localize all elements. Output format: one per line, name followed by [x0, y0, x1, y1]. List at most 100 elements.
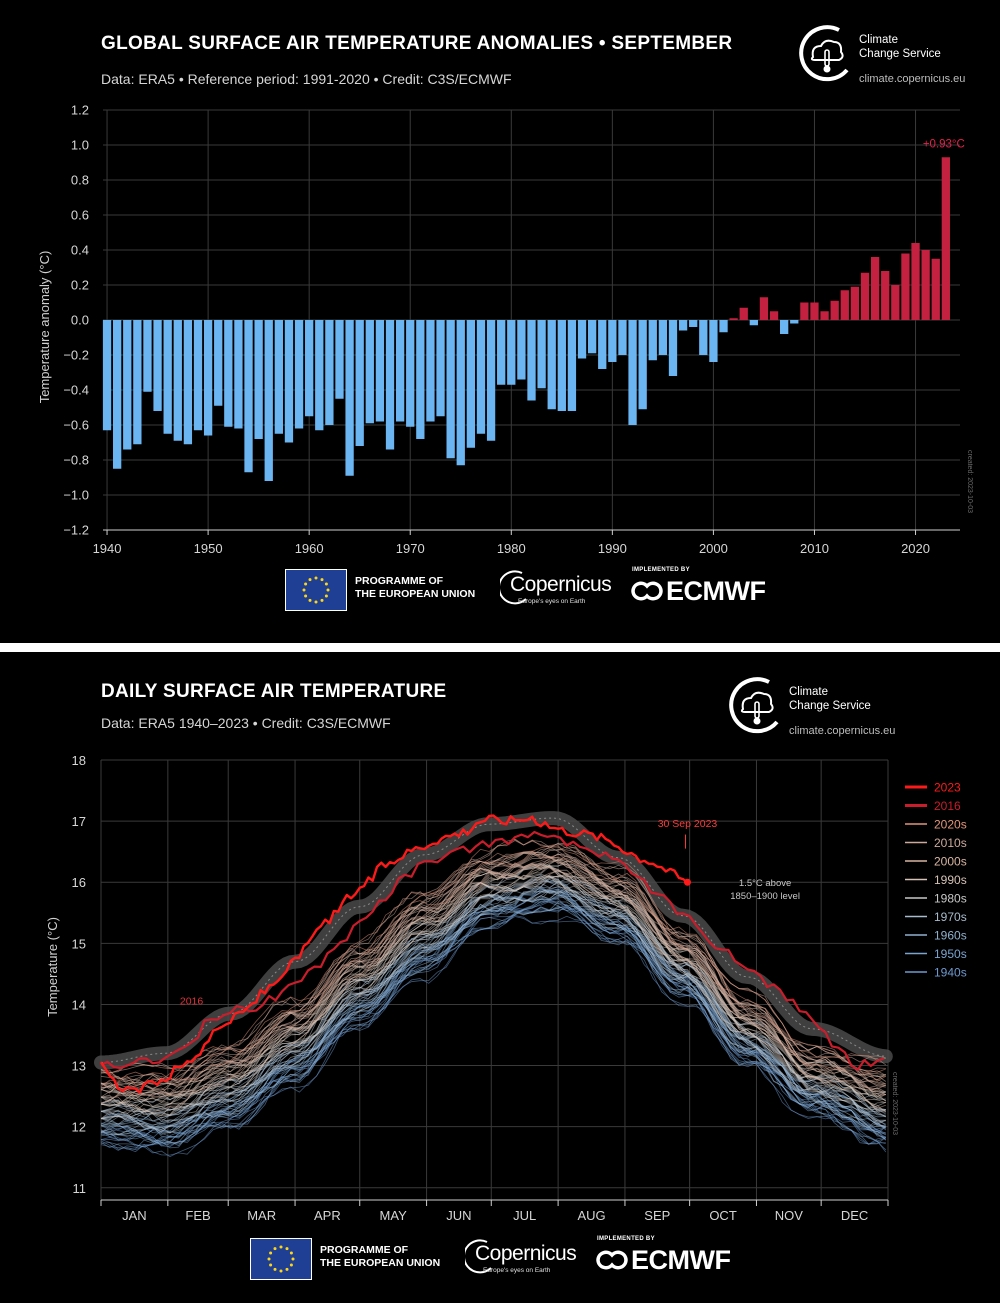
bar-1966 — [365, 320, 374, 424]
eu-star-icon — [291, 1257, 295, 1261]
bar-1994 — [648, 320, 657, 361]
bar-1946 — [163, 320, 172, 434]
bar-1956 — [264, 320, 273, 481]
bar-1958 — [284, 320, 294, 443]
legend-label: 1970s — [934, 910, 967, 924]
bar-2003 — [739, 307, 748, 320]
bar-1944 — [143, 320, 152, 392]
bar-1948 — [183, 320, 193, 445]
x-tick-label: 1960 — [295, 541, 324, 556]
month-label: JUL — [513, 1208, 536, 1223]
eu-flag-icon — [285, 569, 347, 611]
year-line-1957 — [100, 905, 886, 1147]
bar-1976 — [466, 320, 476, 448]
bar-2006 — [769, 311, 779, 320]
bar-1991 — [618, 320, 627, 355]
y-tick-label: 1.2 — [71, 103, 89, 118]
bar-1996 — [668, 320, 678, 376]
month-label: NOV — [775, 1208, 804, 1223]
bar-2021 — [921, 250, 930, 320]
year-line-1991 — [100, 860, 887, 1107]
eu-star-icon — [314, 576, 318, 580]
y-tick-label: 16 — [72, 875, 86, 890]
footer-logos: PROGRAMME OF THE EUROPEAN UNION Copernic… — [285, 563, 845, 623]
c3s-logo: Climate Change Service climate.copernicu… — [725, 672, 915, 752]
bar-1995 — [658, 320, 668, 355]
y-tick-label: 14 — [72, 997, 86, 1012]
legend-label: 1960s — [934, 929, 967, 943]
x-tick-label: 1980 — [497, 541, 526, 556]
implemented-by-label: IMPLEMENTED BY — [632, 567, 690, 573]
bar-2011 — [820, 311, 829, 320]
bar-1985 — [557, 320, 566, 411]
y-axis-label: Temperature (°C) — [45, 917, 60, 1017]
eu-star-icon — [320, 578, 324, 582]
year-line-1984 — [100, 875, 886, 1120]
created-watermark: created: 2023-10-03 — [891, 1072, 898, 1135]
copernicus-tagline: Europe's eyes on Earth — [518, 598, 586, 605]
year-line-1976 — [100, 875, 886, 1123]
bar-2002 — [729, 318, 738, 320]
bar-2000 — [709, 320, 718, 362]
bar-1992 — [628, 320, 637, 425]
chart-title: GLOBAL SURFACE AIR TEMPERATURE ANOMALIES… — [101, 33, 733, 54]
year-line-2004 — [100, 852, 886, 1094]
bar-1998 — [689, 320, 698, 327]
legend-label: 2020s — [934, 818, 967, 832]
month-label: JUN — [446, 1208, 471, 1223]
ecmwf-mark-icon — [596, 1250, 628, 1270]
y-tick-label: 18 — [72, 753, 86, 768]
eu-star-icon — [273, 1267, 277, 1271]
bar-2020 — [911, 243, 920, 320]
daily-temperature-chart: 11 12 13 14 15 16 17 18 JAN FEB MAR APR MAY JUN JUL AUG… — [45, 753, 967, 1223]
eu-star-icon — [279, 1245, 283, 1249]
bar-1945 — [153, 320, 162, 411]
bar-1952 — [224, 320, 233, 427]
c3s-logo: Climate Change Service climate.copernicu… — [795, 20, 985, 100]
bar-1981 — [517, 320, 526, 380]
bar-1941 — [113, 320, 122, 469]
eu-star-icon — [285, 1267, 289, 1271]
bar-1942 — [123, 320, 132, 450]
c3s-icon — [799, 25, 849, 82]
bar-1982 — [527, 320, 536, 401]
month-label: OCT — [709, 1208, 737, 1223]
bar-1967 — [375, 320, 385, 422]
eu-star-icon — [324, 582, 328, 586]
bar-1974 — [446, 320, 455, 459]
month-label: SEP — [644, 1208, 670, 1223]
ecmwf-mark-icon — [631, 581, 663, 601]
y-tick-label: −0.2 — [63, 348, 89, 363]
month-label: FEB — [185, 1208, 210, 1223]
bar-1993 — [638, 320, 647, 410]
year-line-2005 — [100, 849, 886, 1091]
month-label: MAY — [380, 1208, 408, 1223]
eu-star-icon — [285, 1247, 289, 1251]
bar-1953 — [234, 320, 243, 429]
bar-1987 — [577, 320, 587, 359]
eu-programme-label: PROGRAMME OF THE EUROPEAN UNION — [355, 575, 476, 600]
eu-star-icon — [314, 600, 318, 604]
legend-label: 2000s — [934, 855, 967, 869]
bar-1954 — [244, 320, 253, 473]
bar-2007 — [780, 320, 789, 334]
month-label: MAR — [247, 1208, 276, 1223]
bar-1950 — [203, 320, 213, 436]
y-tick-label: 12 — [72, 1120, 86, 1135]
anomaly-bar-chart: −1.2 −1.0 −0.8 −0.6 −0.4 −0.2 0.0 0.2 0.4 0.6 0.8 1… — [37, 103, 973, 557]
legend-label: 2023 — [934, 781, 961, 795]
y-tick-label: −1.0 — [63, 488, 89, 503]
bar-2022 — [931, 258, 940, 320]
bar-1968 — [385, 320, 395, 450]
year-line-1954 — [100, 889, 886, 1138]
chart-subtitle: Data: ERA5 1940–2023 • Credit: C3S/ECMWF — [101, 715, 391, 731]
bar-1961 — [315, 320, 324, 431]
bar-1997 — [678, 320, 688, 331]
footer-logos: PROGRAMME OF THE EUROPEAN UNION Copernic… — [250, 1232, 810, 1292]
month-label: JAN — [122, 1208, 147, 1223]
eu-star-icon — [279, 1269, 283, 1273]
eu-star-icon — [289, 1263, 293, 1267]
ecmwf-logo: IMPLEMENTED BY ECMWF — [630, 567, 790, 611]
bar-2019 — [901, 253, 910, 320]
bar-1999 — [699, 320, 708, 355]
